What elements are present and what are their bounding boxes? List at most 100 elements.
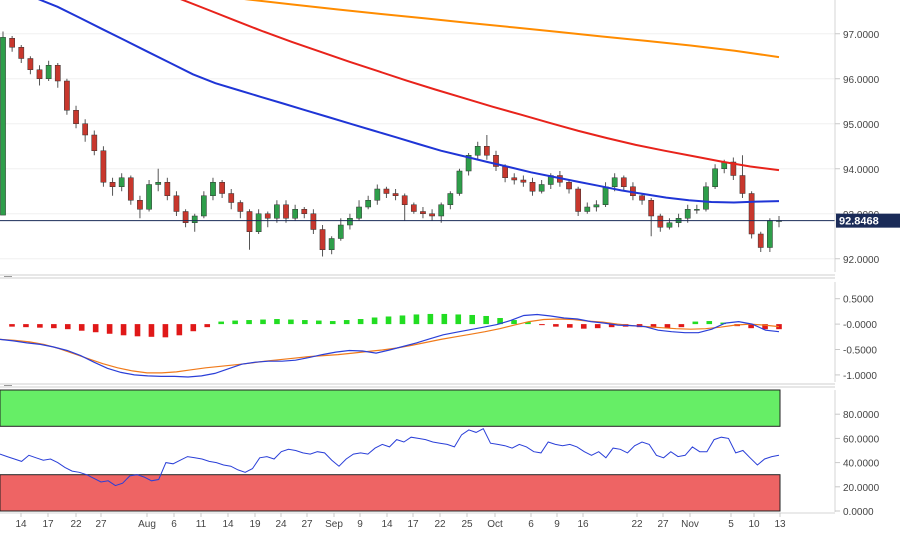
bear-candle-body — [484, 146, 490, 156]
rsi-pane[interactable]: 80.0000 60.0000 40.0000 20.0000 0.0000 — [0, 389, 880, 518]
bear-candle-body — [566, 182, 572, 190]
pane-divider-1[interactable] — [0, 272, 835, 280]
macd-histogram-bar — [288, 319, 294, 325]
price-candle — [191, 213, 198, 232]
bear-candle-body — [301, 209, 308, 214]
price-candle — [538, 180, 545, 194]
price-candle — [210, 177, 216, 201]
macd-histogram-bar — [580, 324, 587, 329]
bull-candle-body — [118, 177, 125, 187]
price-candle — [118, 173, 125, 192]
bear-candle-body — [639, 195, 645, 201]
macd-histogram-bar — [497, 318, 503, 325]
macd-histogram-bar — [148, 324, 155, 337]
bear-candle-body — [383, 188, 390, 194]
bear-candle-body — [529, 182, 536, 192]
macd-histogram-bar — [204, 324, 211, 328]
x-tick-label: 22 — [70, 519, 82, 530]
rsi-oversold-zone — [0, 474, 781, 512]
bear-candle-body — [64, 80, 70, 111]
price-candle — [246, 209, 253, 250]
macd-pane[interactable]: 0.5000 -0.0000 -0.5000 -1.0000 — [0, 282, 877, 382]
macd-histogram-bar — [329, 321, 336, 325]
price-candle — [237, 200, 244, 219]
price-candle — [109, 177, 116, 196]
price-candle — [593, 200, 600, 212]
macd-histogram-bar — [762, 324, 768, 330]
bear-candle-body — [109, 182, 116, 187]
bear-candle-body — [520, 179, 527, 183]
x-tick-label: Nov — [681, 519, 699, 530]
bull-candle-body — [210, 182, 216, 196]
last-price-tag-box — [836, 213, 900, 228]
rsi-tick-label: 20.0000 — [843, 483, 880, 494]
pane-divider-2[interactable] — [0, 383, 835, 388]
price-candle — [310, 209, 317, 234]
price-candle — [566, 180, 572, 194]
price-candle — [347, 213, 353, 230]
price-tick-label: 96.0000 — [843, 75, 880, 86]
bear-candle-body — [429, 213, 435, 217]
price-candle — [484, 135, 490, 160]
x-tick-label: 22 — [434, 519, 446, 530]
bear-candle-body — [620, 177, 627, 187]
macd-histogram-bar — [134, 324, 141, 337]
bull-candle-body — [684, 209, 691, 219]
bull-candle-body — [255, 213, 262, 232]
price-candle — [739, 155, 746, 198]
macd-histogram-bar — [302, 320, 308, 325]
rsi-tick-label: 40.0000 — [843, 459, 880, 470]
macd-histogram-bar — [176, 324, 183, 336]
macd-tick-label: 0.5000 — [843, 295, 874, 306]
bear-candle-body — [401, 195, 408, 205]
price-candles — [0, 31, 782, 257]
bear-candle-body — [173, 195, 180, 212]
macd-signal-line — [0, 318, 780, 374]
moving-average-line — [244, 0, 780, 59]
price-candle — [693, 204, 700, 214]
macd-histogram-bar — [246, 320, 252, 325]
x-tick-label: Aug — [138, 519, 156, 530]
price-pane[interactable]: 97.000096.000095.000094.000093.000092.00… — [0, 0, 900, 272]
bull-candle-body — [200, 195, 207, 217]
x-tick-label: 27 — [657, 519, 669, 530]
bear-candle-body — [392, 193, 399, 196]
bear-candle-body — [420, 211, 426, 214]
bear-candle-body — [739, 175, 746, 194]
price-candle — [228, 189, 235, 210]
bear-candle-body — [502, 166, 508, 178]
price-candle — [401, 193, 408, 221]
macd-line — [0, 313, 780, 378]
macd-histogram-bar — [190, 324, 197, 332]
bear-candle-body — [219, 182, 225, 194]
bull-candle-body — [337, 224, 344, 239]
rsi-tick-label: 80.0000 — [843, 410, 880, 421]
price-candle — [666, 218, 673, 230]
price-candle — [757, 231, 764, 252]
bear-candle-body — [648, 200, 655, 217]
bull-candle-body — [356, 206, 362, 219]
macd-histogram-bar — [232, 320, 238, 325]
bear-candle-body — [73, 110, 79, 124]
macd-tick-label: -1.0000 — [843, 371, 877, 382]
bear-candle-body — [137, 200, 143, 210]
price-candle — [54, 63, 61, 88]
price-candle — [356, 200, 362, 221]
bull-candle-body — [191, 215, 198, 223]
macd-histogram-bar — [650, 324, 657, 328]
macd-lines — [0, 313, 780, 378]
price-candle — [182, 209, 189, 228]
macd-histogram-bar — [371, 317, 378, 325]
macd-histogram-bar — [525, 322, 531, 325]
price-candle — [155, 168, 162, 192]
price-candle — [173, 191, 180, 216]
macd-histogram-bar — [511, 320, 517, 325]
rsi-tick-label: 0.0000 — [843, 507, 874, 518]
macd-histogram-bar — [120, 324, 127, 336]
x-tick-label: 9 — [554, 519, 560, 530]
price-candle — [328, 236, 335, 255]
bull-candle-body — [45, 65, 52, 79]
price-candle — [283, 200, 289, 223]
bear-candle-body — [18, 47, 25, 59]
